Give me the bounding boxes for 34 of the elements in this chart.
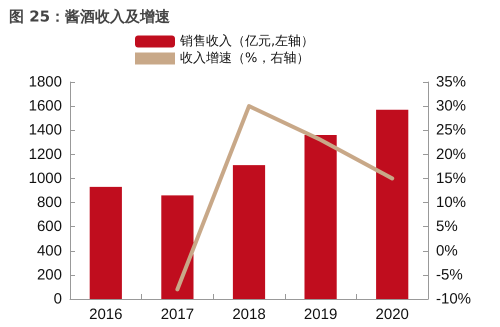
y2-tick-label: 15% (436, 170, 466, 187)
x-tick-label: 2019 (304, 306, 338, 323)
bar (90, 186, 122, 299)
y-tick-label: 400 (36, 242, 62, 260)
y2-tick-label: 10% (436, 194, 466, 212)
x-tick-label: 2020 (376, 306, 409, 323)
y2-tick-label: 30% (436, 98, 466, 115)
bar (161, 195, 194, 299)
x-tick-label: 2018 (232, 306, 266, 323)
bar (232, 165, 266, 299)
y-tick-label: 600 (36, 218, 62, 236)
y2-tick-label: 35% (436, 74, 466, 90)
y2-tick-label: 0% (436, 242, 458, 260)
y-tick-label: 1800 (28, 74, 62, 90)
line-series (175, 104, 394, 292)
y-tick-label: 800 (36, 194, 62, 212)
y-tick-label: 1600 (28, 98, 62, 115)
y-tick-label: 0 (54, 290, 62, 308)
chart-title: 图 25：酱酒收入及增速 (9, 8, 172, 26)
y-tick-label: 1400 (28, 122, 62, 139)
y-tick-label: 200 (36, 266, 62, 284)
y2-tick-label: -5% (436, 266, 463, 284)
y2-tick-label: 20% (436, 146, 466, 163)
y2-tick-label: -10% (436, 290, 472, 308)
y2-tick-label: 5% (436, 218, 458, 236)
y-tick-label: 1200 (28, 146, 62, 163)
legend-label: 销售收入（亿元,左轴） (179, 34, 314, 49)
y-tick-label: 1000 (28, 170, 62, 187)
x-tick-label: 2016 (89, 306, 122, 323)
bar (304, 135, 337, 299)
legend-label: 收入增速（%，右轴） (180, 51, 310, 66)
x-tick-label: 2017 (160, 306, 194, 323)
y2-tick-label: 25% (436, 122, 466, 139)
bar (376, 110, 408, 299)
